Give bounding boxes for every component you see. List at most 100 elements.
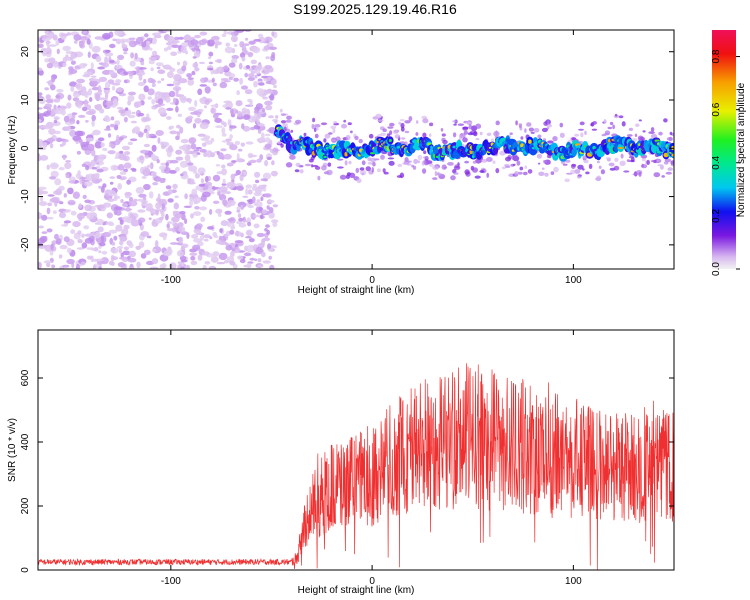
halo-blob xyxy=(579,121,585,126)
noise-blob xyxy=(116,58,120,66)
noise-blob xyxy=(67,94,72,101)
halo-blob xyxy=(295,162,301,167)
noise-blob xyxy=(197,113,201,118)
noise-blob xyxy=(40,196,44,202)
noise-blob xyxy=(251,65,256,69)
noise-blob xyxy=(246,262,252,269)
halo-blob xyxy=(349,172,356,178)
colorbar: 0.0 0.2 0.4 0.6 0.8 Normalized spectral ampl… xyxy=(711,30,747,276)
noise-blob xyxy=(237,201,247,208)
noise-blob xyxy=(143,249,151,255)
halo-blob xyxy=(401,137,406,140)
noise-blob xyxy=(130,219,140,227)
noise-blob xyxy=(200,216,206,222)
halo-blob xyxy=(650,127,655,132)
noise-blob xyxy=(197,254,203,261)
noise-blob xyxy=(229,125,237,129)
noise-blob xyxy=(63,220,72,224)
noise-blob xyxy=(48,57,56,64)
noise-blob xyxy=(108,260,114,266)
noise-blob xyxy=(72,221,81,228)
noise-blob xyxy=(38,213,43,217)
halo-blob xyxy=(600,169,606,175)
noise-blob xyxy=(135,36,144,45)
noise-blob xyxy=(113,235,118,241)
noise-blob xyxy=(264,67,271,75)
noise-blob xyxy=(65,160,71,163)
noise-blob xyxy=(81,242,88,249)
y-tick-label: 600 xyxy=(20,369,31,386)
noise-blob xyxy=(207,39,215,47)
noise-blob xyxy=(45,99,53,103)
halo-blob xyxy=(565,159,571,163)
noise-blob xyxy=(96,165,100,169)
noise-blob xyxy=(109,59,115,64)
noise-blob xyxy=(216,261,226,265)
halo-blob xyxy=(566,172,573,175)
noise-blob xyxy=(38,225,45,229)
noise-blob xyxy=(125,207,131,212)
halo-blob xyxy=(285,119,292,123)
halo-blob xyxy=(310,164,314,168)
noise-blob xyxy=(221,133,227,137)
noise-blob xyxy=(162,235,167,241)
halo-blob xyxy=(591,128,598,131)
noise-blob xyxy=(114,30,123,36)
noise-blob xyxy=(253,110,259,114)
noise-blob xyxy=(138,74,143,81)
noise-blob xyxy=(56,88,64,93)
noise-blob xyxy=(39,155,49,161)
halo-blob xyxy=(457,123,464,126)
noise-blob xyxy=(171,40,180,44)
noise-blob xyxy=(215,125,223,129)
noise-blob xyxy=(192,56,197,59)
noise-blob xyxy=(38,67,43,72)
noise-blob xyxy=(151,98,156,105)
noise-blob xyxy=(197,108,204,112)
noise-blob xyxy=(192,152,198,158)
y-tick-label: 0 xyxy=(20,567,31,573)
noise-blob xyxy=(268,255,273,260)
noise-blob xyxy=(192,123,197,129)
halo-blob xyxy=(330,139,337,142)
halo-blob xyxy=(653,172,661,178)
halo-blob xyxy=(324,133,331,139)
noise-blob xyxy=(180,243,189,249)
noise-blob xyxy=(77,114,86,118)
noise-blob xyxy=(97,85,102,91)
noise-blob xyxy=(271,160,275,166)
ridge-core xyxy=(592,146,596,150)
noise-blob xyxy=(204,140,213,145)
noise-blob xyxy=(116,134,120,142)
noise-blob xyxy=(241,56,246,62)
noise-blob xyxy=(241,123,245,130)
halo-blob xyxy=(323,138,327,143)
noise-blob xyxy=(82,30,87,34)
noise-blob xyxy=(261,209,268,215)
noise-blob xyxy=(161,203,165,210)
noise-blob xyxy=(227,199,236,207)
noise-blob xyxy=(47,202,53,207)
halo-blob xyxy=(524,128,527,133)
halo-blob xyxy=(670,164,674,167)
halo-blob xyxy=(504,164,510,167)
noise-blob xyxy=(111,82,121,86)
noise-blob xyxy=(90,247,96,251)
noise-blob xyxy=(205,150,213,158)
noise-blob xyxy=(191,188,198,196)
noise-blob xyxy=(94,258,104,262)
noise-blob xyxy=(194,45,200,51)
noise-blob xyxy=(151,83,156,88)
halo-blob xyxy=(436,173,443,176)
halo-blob xyxy=(294,169,300,173)
noise-blob xyxy=(270,170,278,177)
noise-blob xyxy=(255,246,264,255)
noise-blob xyxy=(138,217,146,223)
noise-blob xyxy=(143,128,148,134)
noise-blob xyxy=(100,142,105,148)
noise-blob xyxy=(104,92,109,99)
noise-blob xyxy=(235,109,239,114)
halo-blob xyxy=(598,165,602,169)
noise-blob xyxy=(169,262,177,269)
halo-blob xyxy=(603,120,607,124)
